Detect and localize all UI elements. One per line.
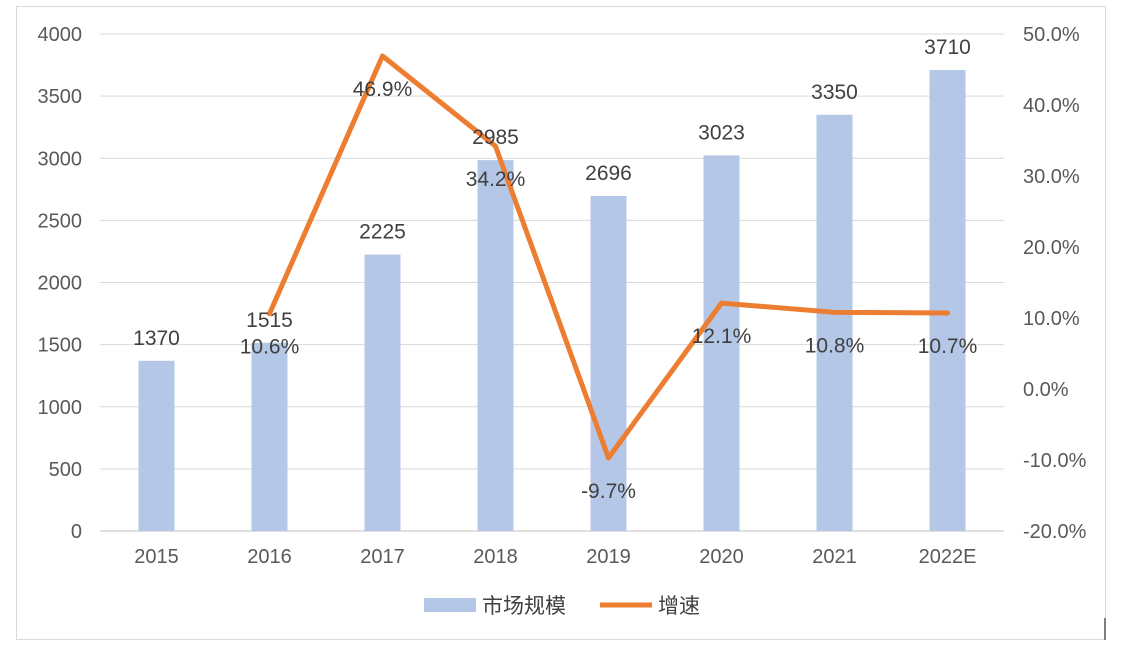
bar <box>590 196 627 531</box>
bar-data-label: 1370 <box>133 327 180 350</box>
line-data-label: 10.6% <box>240 336 300 359</box>
left-axis-tick-label: 4000 <box>38 24 83 46</box>
left-axis-tick-label: 0 <box>71 521 82 543</box>
legend-bar-label: 市场规模 <box>482 594 566 618</box>
left-axis-tick-label: 500 <box>49 459 82 481</box>
bar <box>703 155 740 531</box>
x-axis-tick-label: 2017 <box>360 546 405 568</box>
growth-line <box>267 53 950 461</box>
line-data-label: 10.8% <box>805 334 865 357</box>
legend-line-label: 增速 <box>658 594 700 618</box>
right-axis-tick-label: 10.0% <box>1023 308 1080 330</box>
x-axis-tick-label: 2015 <box>134 546 179 568</box>
bar <box>816 114 853 531</box>
bar-data-label: 3023 <box>698 121 745 144</box>
line-data-label: 46.9% <box>353 78 413 101</box>
bar-data-label: 2225 <box>359 221 406 244</box>
bar-data-label: 2985 <box>472 126 519 149</box>
bar-series <box>138 70 966 531</box>
line-data-labels: 10.6% 46.9% 34.2% -9.7% 12.1% 10.8% 10.7% <box>240 78 978 503</box>
left-axis-tick-label: 2500 <box>38 210 83 232</box>
right-axis-tick-label: 50.0% <box>1023 24 1080 46</box>
x-axis-tick-label: 2016 <box>247 546 292 568</box>
left-axis-tick-label: 1500 <box>38 335 83 357</box>
right-axis-tick-label: -10.0% <box>1023 450 1087 472</box>
line-series <box>267 53 950 461</box>
legend: 市场规模 增速 <box>424 594 700 618</box>
bar-data-label: 1515 <box>246 309 293 332</box>
bar-data-label: 3350 <box>811 81 858 104</box>
right-axis-ticks: -20.0% -10.0% 0.0% 10.0% 20.0% 30.0% 40.0% 50.0… <box>1023 24 1087 543</box>
right-axis-tick-label: 30.0% <box>1023 166 1080 188</box>
right-axis-tick-label: 20.0% <box>1023 237 1080 259</box>
legend-bar-swatch <box>424 598 476 612</box>
text-cursor-mark <box>1104 618 1106 640</box>
x-axis-tick-label: 2021 <box>812 546 857 568</box>
x-axis-tick-label: 2022E <box>919 546 977 568</box>
bar <box>929 70 966 531</box>
line-data-label: 10.7% <box>918 335 978 358</box>
bar <box>251 342 288 531</box>
right-axis-tick-label: -20.0% <box>1023 521 1087 543</box>
right-axis-tick-label: 40.0% <box>1023 95 1080 117</box>
line-data-label: 12.1% <box>692 325 752 348</box>
bar-data-label: 3710 <box>924 36 971 59</box>
left-axis-ticks: 0 500 1000 1500 2000 2500 3000 3500 4000 <box>38 24 83 543</box>
line-data-label: 34.2% <box>466 168 526 191</box>
line-data-label: -9.7% <box>581 480 636 503</box>
left-axis-tick-label: 3000 <box>38 148 83 170</box>
left-axis-tick-label: 1000 <box>38 397 83 419</box>
x-axis-tick-label: 2020 <box>699 546 744 568</box>
bar <box>364 254 401 531</box>
left-axis-tick-label: 2000 <box>38 273 83 295</box>
x-axis-ticks: 2015 2016 2017 2018 2019 2020 2021 2022E <box>134 546 976 568</box>
right-axis-tick-label: 0.0% <box>1023 379 1069 401</box>
gridlines <box>100 33 1004 532</box>
x-axis-tick-label: 2018 <box>473 546 518 568</box>
x-axis-tick-label: 2019 <box>586 546 631 568</box>
bar-data-label: 2696 <box>585 162 632 185</box>
left-axis-tick-label: 3500 <box>38 86 83 108</box>
bar <box>138 360 175 531</box>
bar <box>477 160 514 531</box>
bar-data-labels: 1370 1515 2225 2985 2696 3023 3350 3710 <box>133 36 971 350</box>
